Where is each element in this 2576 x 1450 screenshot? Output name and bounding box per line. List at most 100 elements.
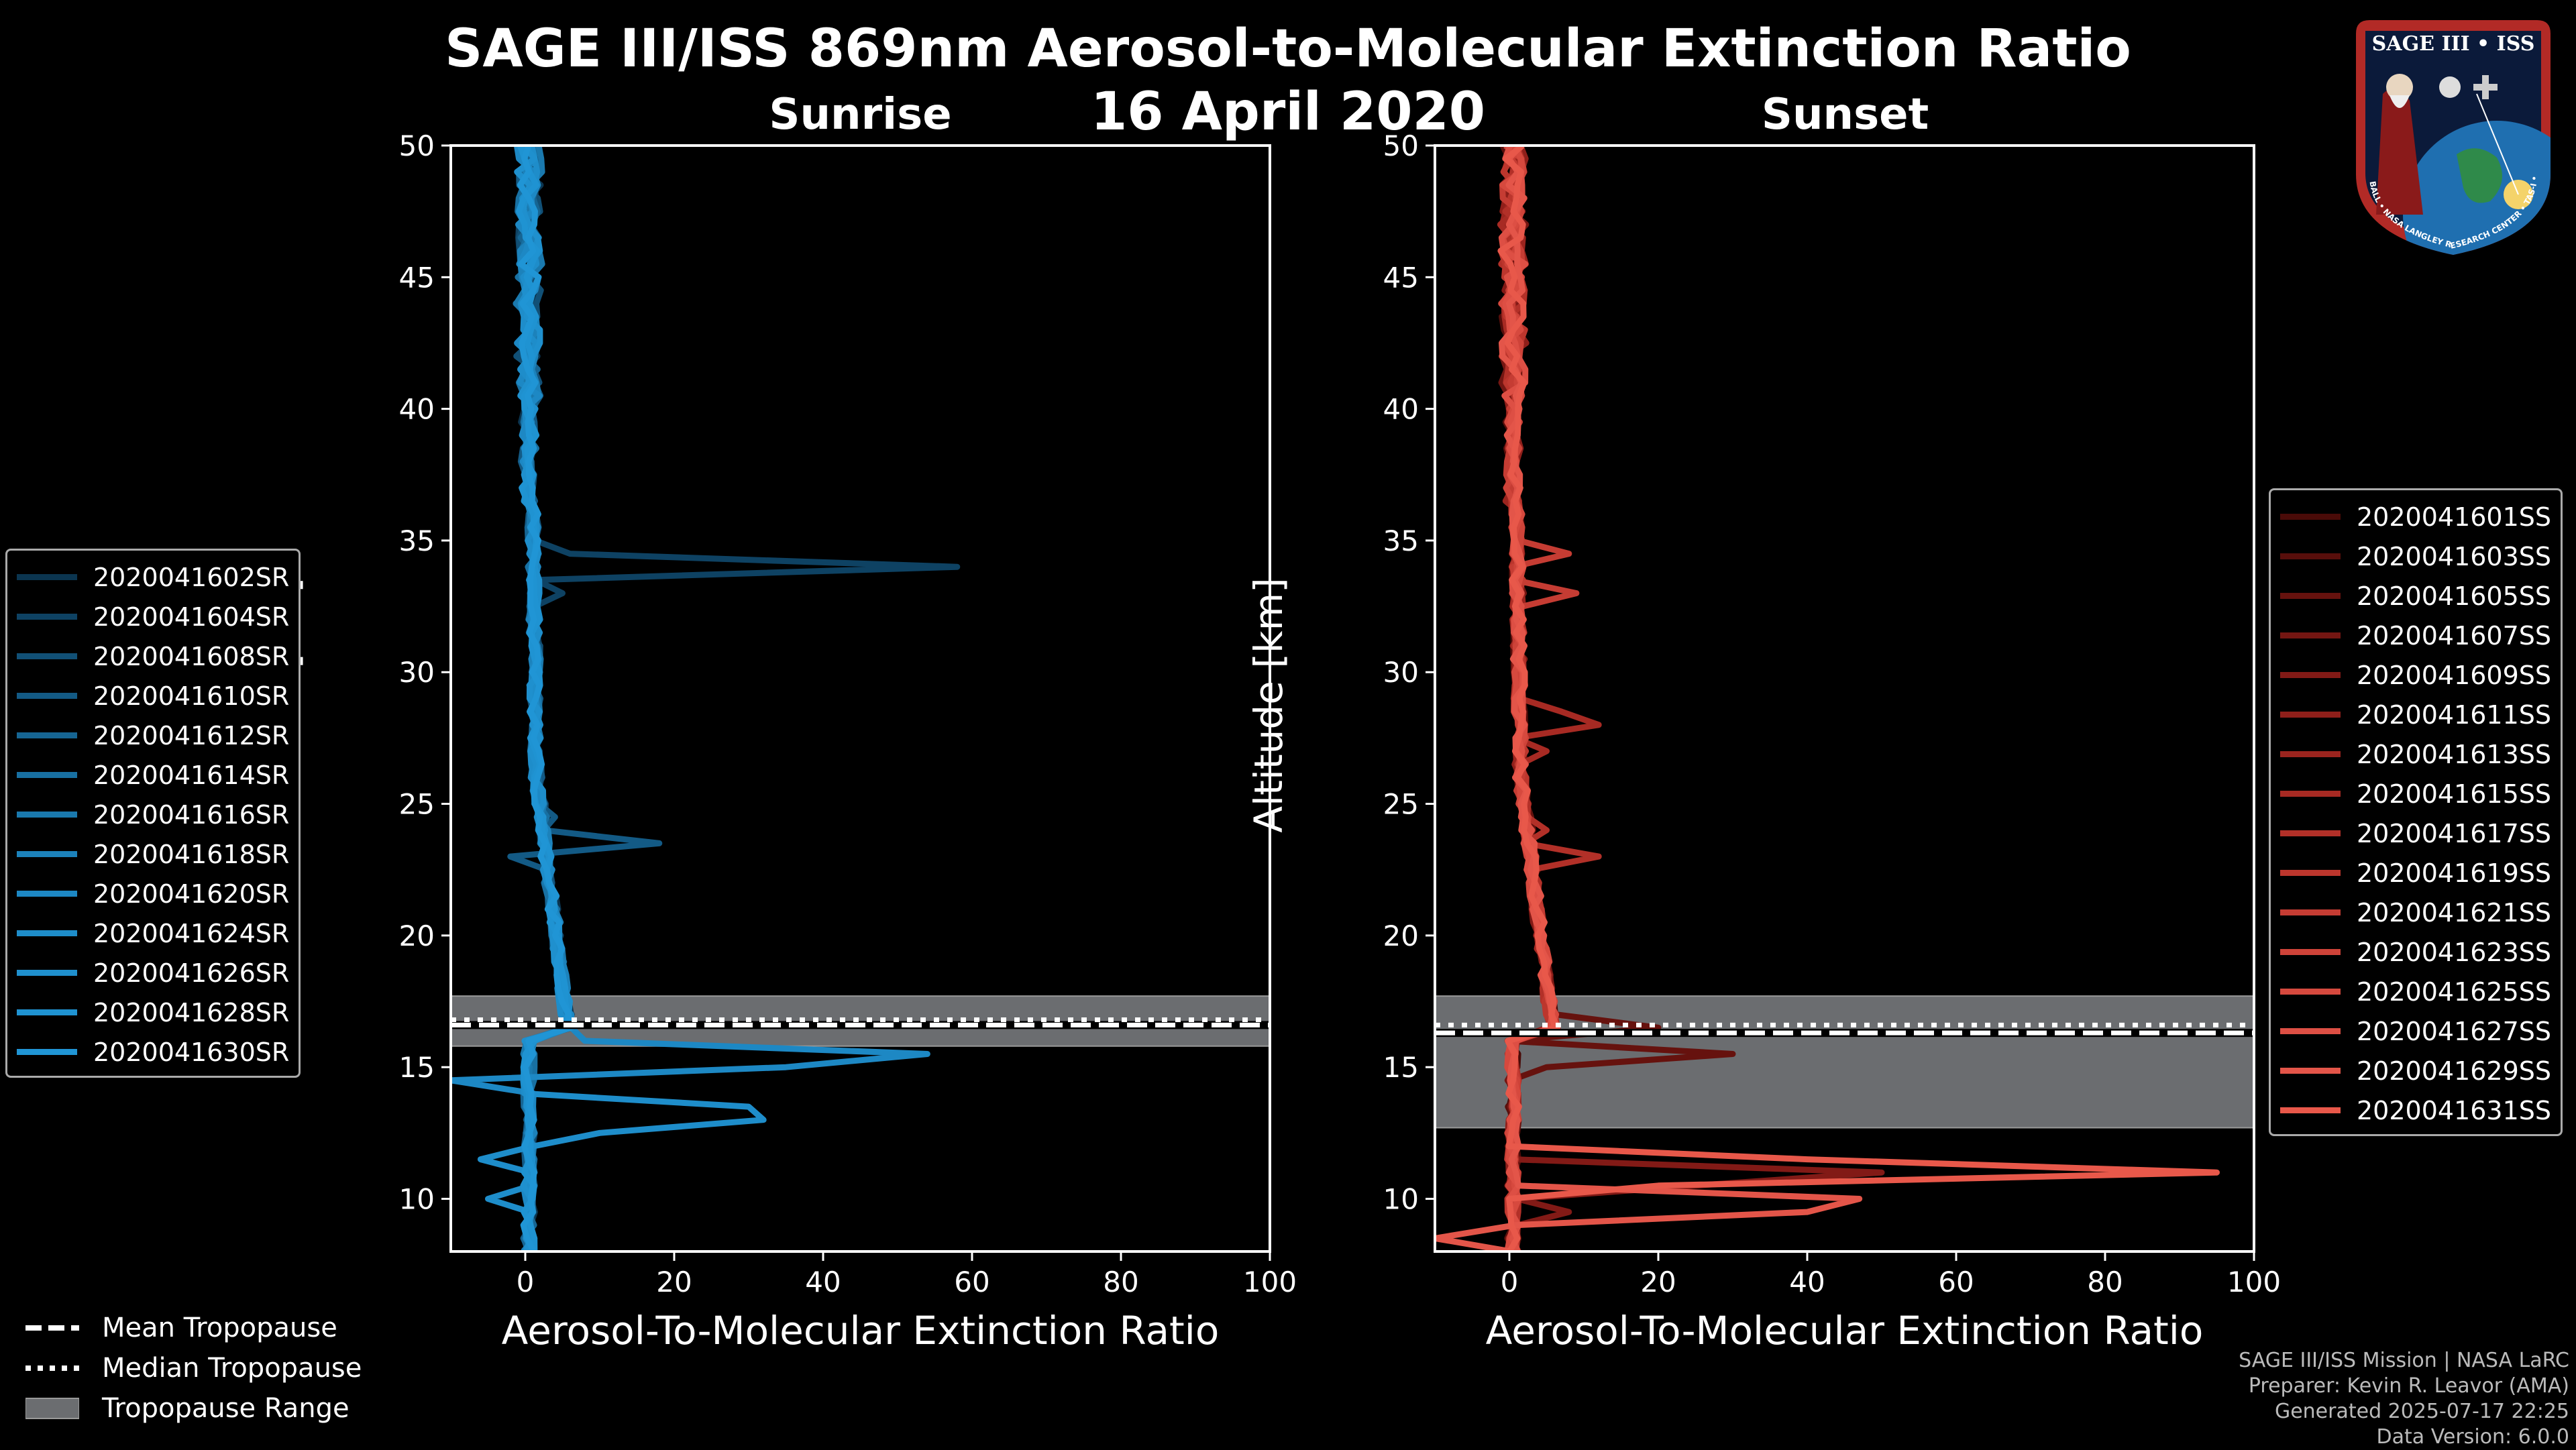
legend-label: 2020041611SS (2357, 700, 2552, 730)
legend-line-swatch (17, 891, 77, 897)
x-tick-label: 80 (2087, 1266, 2123, 1298)
x-tick-label: 60 (1938, 1266, 1974, 1298)
legend-entry: 2020041629SS (2280, 1051, 2551, 1091)
x-tick-label: 60 (954, 1266, 989, 1298)
legend-line-swatch (2280, 514, 2341, 520)
legend-label: 2020041618SR (93, 839, 290, 869)
y-tick-label: 35 (399, 524, 435, 557)
legend-label: 2020041605SS (2357, 581, 2552, 611)
legend-entry: 2020041609SS (2280, 655, 2551, 695)
x-axis-label: Aerosol-To-Molecular Extinction Ratio (1486, 1308, 2204, 1353)
y-tick-label: 20 (399, 919, 435, 952)
legend-label: 2020041625SS (2357, 977, 2552, 1007)
legend-entry: 2020041626SR (17, 953, 289, 993)
x-tick-label: 20 (656, 1266, 692, 1298)
profile-lines (1435, 146, 2220, 1251)
legend-label: 2020041603SS (2357, 541, 2552, 571)
chart-title: SAGE III/ISS 869nm Aerosol-to-Molecular … (445, 19, 2131, 79)
legend-label: 2020041609SS (2357, 660, 2552, 690)
credit-version: Data Version: 6.0.0 (2376, 1425, 2569, 1449)
legend-label: 2020041615SS (2357, 779, 2552, 809)
dotted-line-icon (25, 1365, 79, 1371)
legend-line-swatch (17, 772, 77, 778)
x-axis-label: Aerosol-To-Molecular Extinction Ratio (502, 1308, 1220, 1353)
sunrise-panel-title: Sunrise (769, 90, 952, 140)
legend-line-swatch (2280, 553, 2341, 559)
sunrise-legend: 2020041602SR 2020041604SR 2020041608SR 2020… (5, 549, 301, 1078)
panel-sunrise: 0 20 40 60 80 100 10 15 20 25 30 35 40 45 50 Aerosol-To… (262, 129, 1297, 1353)
credit-mission: SAGE III/ISS Mission | NASA LaRC (2239, 1349, 2569, 1372)
plot-frame (1434, 144, 2255, 1253)
y-tick-label: 10 (399, 1182, 435, 1215)
legend-entry: 2020041627SS (2280, 1011, 2551, 1051)
x-tick-label: 0 (517, 1266, 535, 1298)
legend-line-swatch (2280, 632, 2341, 638)
legend-label: 2020041612SR (93, 720, 290, 750)
legend-entry: 2020041611SS (2280, 695, 2551, 734)
y-tick-label: 50 (1383, 129, 1419, 162)
x-tick-label: 40 (1789, 1266, 1825, 1298)
logo-title: SAGE III • ISS (2372, 32, 2535, 56)
legend-line-swatch (17, 574, 77, 580)
legend-label: 2020041626SR (93, 958, 290, 988)
y-axis-label: Altitude [km] (1246, 577, 1291, 832)
legend-entry: 2020041621SS (2280, 893, 2551, 932)
credit-preparer: Preparer: Kevin R. Leavor (AMA) (2248, 1374, 2569, 1398)
credit-generated: Generated 2025-07-17 22:25 (2274, 1400, 2569, 1423)
legend-entry: 2020041620SR (17, 874, 289, 913)
y-tick-label: 15 (399, 1051, 435, 1084)
legend-label: 2020041617SS (2357, 818, 2552, 848)
legend-entry: 2020041613SS (2280, 734, 2551, 774)
legend-entry: 2020041619SS (2280, 853, 2551, 893)
plot-frame (449, 144, 1271, 1253)
legend-line-swatch (2280, 909, 2341, 915)
y-tick-label: 35 (1383, 524, 1419, 557)
legend-mean-label: Mean Tropopause (102, 1313, 337, 1343)
legend-label: 2020041624SR (93, 918, 290, 948)
legend-line-swatch (2280, 870, 2341, 876)
legend-line-swatch (2280, 1028, 2341, 1034)
legend-label: 2020041623SS (2357, 937, 2552, 967)
legend-label: 2020041627SS (2357, 1016, 2552, 1046)
legend-line-swatch (2280, 1068, 2341, 1074)
legend-line-swatch (2280, 791, 2341, 797)
legend-line-swatch (2280, 1107, 2341, 1113)
legend-entry: 2020041630SR (17, 1032, 289, 1072)
legend-range-label: Tropopause Range (102, 1393, 350, 1424)
legend-label: 2020041630SR (93, 1037, 290, 1067)
y-tick-label: 30 (1383, 656, 1419, 689)
y-tick-label: 10 (1383, 1182, 1419, 1215)
y-tick-label: 20 (1383, 919, 1419, 952)
sage-iii-iss-mission-logo: SAGE III • ISS BALL • NASA LANGLEY RESEA… (2343, 13, 2551, 255)
legend-line-swatch (2280, 751, 2341, 757)
legend-entry: 2020041605SS (2280, 576, 2551, 616)
legend-entry: 2020041617SS (2280, 814, 2551, 853)
legend-entry: 2020041614SR (17, 755, 289, 795)
legend-line-swatch (2280, 593, 2341, 599)
x-tick-label: 100 (1243, 1266, 1297, 1298)
legend-entry: 2020041623SS (2280, 932, 2551, 972)
legend-entry: 2020041616SR (17, 795, 289, 834)
profile-2020041604SR (515, 146, 961, 1251)
legend-line-swatch (2280, 672, 2341, 678)
y-tick-label: 25 (1383, 788, 1419, 821)
legend-line-swatch (17, 1049, 77, 1055)
legend-label: 2020041601SS (2357, 502, 2552, 532)
legend-label: 2020041629SS (2357, 1056, 2552, 1086)
legend-label: 2020041614SR (93, 760, 290, 790)
legend-line-swatch (17, 693, 77, 699)
legend-line-swatch (17, 930, 77, 936)
y-tick-label: 45 (399, 261, 435, 294)
legend-entry: 2020041608SR (17, 636, 289, 676)
profile-2020041631SS (1497, 146, 2220, 1251)
legend-entry: 2020041631SS (2280, 1091, 2551, 1130)
legend-line-swatch (17, 851, 77, 857)
legend-line-swatch (17, 1009, 77, 1015)
legend-line-swatch (17, 732, 77, 738)
astronomer-figure-icon (2376, 89, 2423, 215)
y-tick-label: 25 (399, 788, 435, 821)
legend-tropopause-range: Tropopause Range (25, 1388, 362, 1429)
legend-entry: 2020041607SS (2280, 616, 2551, 655)
legend-line-swatch (17, 812, 77, 818)
